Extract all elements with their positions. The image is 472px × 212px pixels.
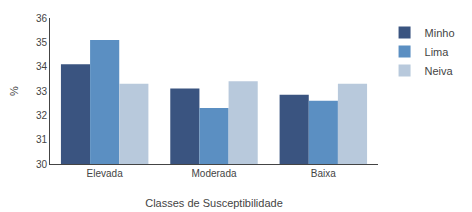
svg-text:31: 31	[36, 134, 48, 145]
svg-text:Lima: Lima	[425, 46, 450, 58]
svg-text:Baixa: Baixa	[311, 168, 336, 179]
svg-text:Minho: Minho	[425, 27, 455, 39]
svg-text:36: 36	[36, 13, 48, 24]
svg-text:Moderada: Moderada	[191, 168, 236, 179]
svg-text:33: 33	[36, 86, 48, 97]
svg-text:35: 35	[36, 37, 48, 48]
svg-text:32: 32	[36, 110, 48, 121]
svg-text:%: %	[8, 86, 20, 96]
svg-text:Classes de Susceptibilidade: Classes de Susceptibilidade	[145, 197, 283, 209]
svg-text:Neiva: Neiva	[425, 65, 454, 77]
svg-text:30: 30	[36, 159, 48, 170]
svg-text:Elevada: Elevada	[87, 168, 124, 179]
svg-text:34: 34	[36, 61, 48, 72]
